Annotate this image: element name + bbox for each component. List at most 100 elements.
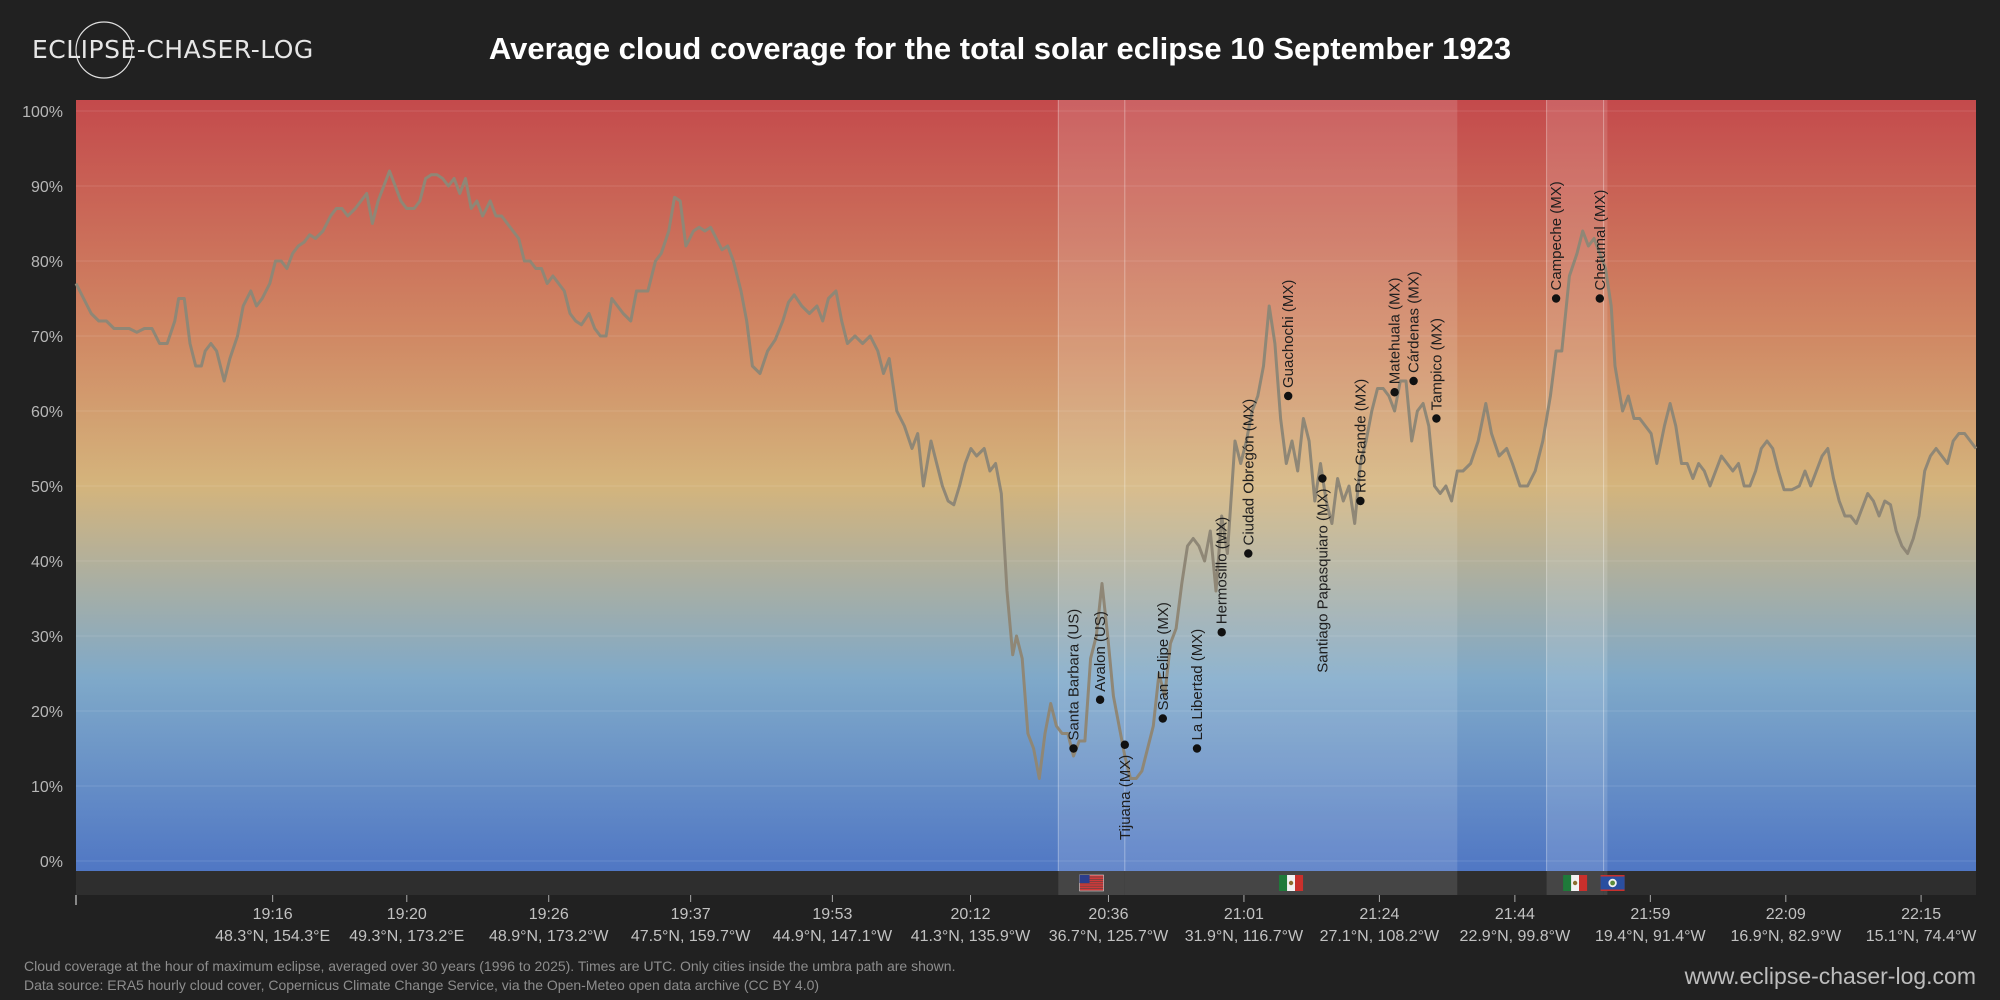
city-marker-dot bbox=[1158, 714, 1168, 723]
mx-flag-emblem bbox=[1288, 880, 1294, 886]
website-link[interactable]: www.eclipse-chaser-log.com bbox=[1684, 963, 1976, 989]
city-label: Ciudad Obregón (MX) bbox=[1240, 399, 1257, 546]
y-tick-label: 0% bbox=[40, 854, 63, 871]
x-tick-time: 19:26 bbox=[529, 906, 569, 923]
x-tick-coord: 44.9°N, 147.1°W bbox=[773, 928, 893, 945]
us-flag-stripe bbox=[1079, 884, 1104, 886]
x-tick-coord: 31.9°N, 116.7°W bbox=[1185, 928, 1304, 945]
y-tick-label: 90% bbox=[31, 179, 63, 196]
city-marker-dot bbox=[1432, 414, 1441, 423]
city-label: Avalon (US) bbox=[1092, 611, 1109, 692]
us-flag-stripe bbox=[1079, 886, 1104, 889]
chart-title: Average cloud coverage for the total sol… bbox=[489, 31, 1511, 66]
x-tick-coord: 27.1°N, 108.2°W bbox=[1320, 928, 1440, 945]
x-tick-coord: 22.9°N, 99.8°W bbox=[1460, 928, 1572, 945]
x-tick-coord: 47.5°N, 159.7°W bbox=[631, 928, 751, 945]
city-label: San Felipe (MX) bbox=[1155, 602, 1172, 710]
bz-flag-emblem bbox=[1610, 880, 1615, 886]
umbra-span-1 bbox=[1546, 100, 1608, 871]
mx-flag-green bbox=[1279, 875, 1288, 891]
y-tick-label: 10% bbox=[31, 779, 63, 796]
us-flag-stripe bbox=[1079, 877, 1104, 880]
city-label: Matehuala (MX) bbox=[1387, 278, 1404, 385]
x-tick-time: 19:16 bbox=[253, 906, 293, 923]
city-marker-dot bbox=[1318, 474, 1327, 483]
y-tick-label: 50% bbox=[31, 479, 63, 496]
us-flag-canton bbox=[1079, 875, 1090, 883]
city-marker-dot bbox=[1595, 294, 1605, 303]
city-label: Santiago Papasquiaro (MX) bbox=[1314, 489, 1331, 673]
city-label: Cárdenas (MX) bbox=[1406, 271, 1423, 373]
city-label: Tampico (MX) bbox=[1428, 318, 1445, 411]
x-tick-coord: 48.3°N, 154.3°E bbox=[215, 928, 330, 945]
mx-flag-emblem bbox=[1572, 880, 1578, 886]
y-tick-label: 100% bbox=[22, 104, 63, 121]
y-axis: 0% 10% 20% 30% 40% 50% 60% 70% 80% 90% 100% bbox=[22, 104, 63, 871]
x-tick-time: 20:12 bbox=[950, 906, 990, 923]
city-label: Chetumal (MX) bbox=[1592, 190, 1609, 291]
city-label: Tijuana (MX) bbox=[1117, 755, 1134, 840]
city-marker-dot bbox=[1390, 388, 1399, 397]
city-label: La Libertad (MX) bbox=[1189, 629, 1206, 741]
gridlines bbox=[76, 110, 1976, 862]
city-marker-dot bbox=[1069, 744, 1078, 753]
x-tick-time: 19:37 bbox=[671, 906, 711, 923]
cloud-coverage-line bbox=[74, 169, 1978, 780]
city-marker-dot bbox=[1409, 376, 1418, 386]
x-tick-time: 20:36 bbox=[1088, 906, 1128, 923]
y-tick-label: 30% bbox=[31, 629, 63, 646]
plot-background bbox=[76, 100, 1976, 871]
x-tick-time: 21:44 bbox=[1495, 906, 1535, 923]
x-tick-time: 22:15 bbox=[1901, 906, 1941, 923]
city-label: Santa Barbara (US) bbox=[1066, 609, 1083, 741]
x-tick-coord: 48.9°N, 173.2°W bbox=[489, 928, 609, 945]
x-axis: 19:16 48.3°N, 154.3°E 19:20 49.3°N, 173.2°E… bbox=[75, 895, 1978, 945]
city-marker-dot bbox=[1284, 391, 1293, 401]
x-tick-coord: 15.1°N, 74.4°W bbox=[1866, 928, 1978, 945]
logo-text: ECLIPSE-CHASER-LOG bbox=[32, 35, 314, 64]
city-label: Río Grande (MX) bbox=[1352, 379, 1369, 493]
city-label: Hermosillo (MX) bbox=[1214, 517, 1231, 625]
x-tick-coord: 16.9°N, 82.9°W bbox=[1730, 928, 1842, 945]
mx-flag bbox=[1279, 875, 1304, 891]
mx-flag-green bbox=[1563, 875, 1572, 891]
x-tick-time: 22:09 bbox=[1766, 906, 1806, 923]
x-tick-coord: 41.3°N, 135.9°W bbox=[911, 928, 1031, 945]
country-bar bbox=[76, 871, 1976, 895]
country-bar-spans bbox=[1058, 871, 1625, 895]
x-tick-time: 21:24 bbox=[1359, 906, 1399, 923]
us-flag-stripe bbox=[1079, 888, 1104, 891]
city-marker-dot bbox=[1192, 744, 1202, 753]
x-tick-coord: 19.4°N, 91.4°W bbox=[1595, 928, 1707, 945]
city-markers: Santa Barbara (US) Avalon (US) Tijuana (MX… bbox=[1066, 181, 1609, 840]
footer-note: Cloud coverage at the hour of maximum ec… bbox=[24, 958, 955, 974]
y-tick-label: 80% bbox=[31, 254, 63, 271]
city-marker-dot bbox=[1551, 294, 1561, 303]
y-tick-label: 20% bbox=[31, 704, 63, 721]
bz-flag bbox=[1600, 875, 1625, 891]
city-marker-dot bbox=[1244, 549, 1253, 558]
x-tick-coord: 36.7°N, 125.7°W bbox=[1049, 928, 1169, 945]
us-flag bbox=[1079, 874, 1104, 892]
y-tick-label: 60% bbox=[31, 404, 63, 421]
city-marker-dot bbox=[1217, 628, 1226, 637]
logo-ring-icon bbox=[75, 21, 133, 79]
mx-flag bbox=[1563, 875, 1588, 891]
brand-logo: ECLIPSE-CHASER-LOG bbox=[32, 21, 314, 79]
y-tick-label: 70% bbox=[31, 329, 63, 346]
us-flag-stripe bbox=[1079, 881, 1104, 884]
mx-flag-red bbox=[1295, 875, 1304, 891]
x-tick-time: 21:59 bbox=[1630, 906, 1670, 923]
x-tick-time: 19:20 bbox=[387, 906, 427, 923]
x-tick-coord: 49.3°N, 173.2°E bbox=[349, 928, 464, 945]
us-flag-stripe bbox=[1079, 879, 1104, 882]
mx-flag-red bbox=[1579, 875, 1588, 891]
city-marker-dot bbox=[1095, 695, 1105, 704]
x-tick-time: 19:53 bbox=[812, 906, 852, 923]
y-tick-label: 40% bbox=[31, 554, 63, 571]
city-marker-dot bbox=[1356, 496, 1365, 506]
x-tick-time: 21:01 bbox=[1224, 906, 1264, 923]
us-flag-stripe bbox=[1079, 875, 1104, 877]
city-label: Campeche (MX) bbox=[1548, 181, 1565, 290]
